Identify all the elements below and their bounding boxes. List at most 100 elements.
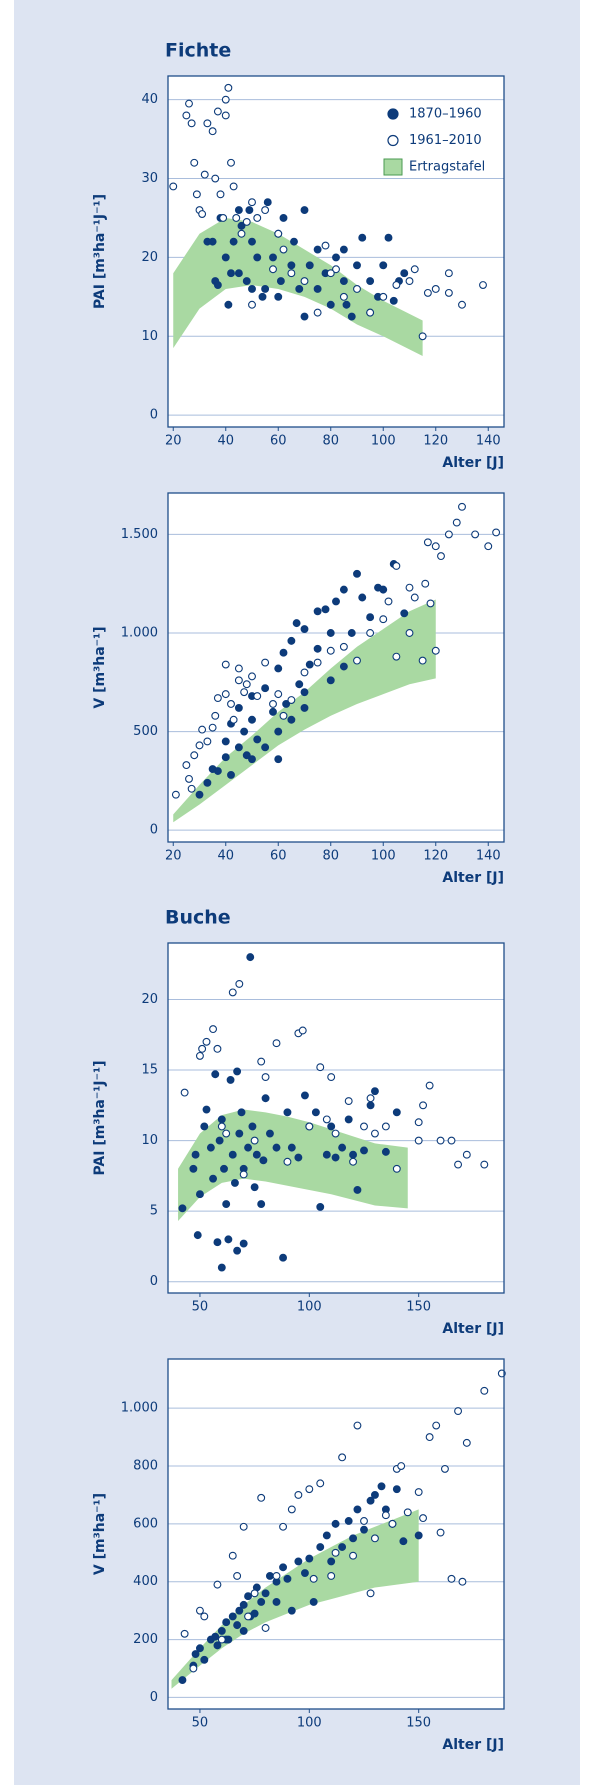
data-point [272, 1039, 281, 1048]
data-point [294, 1557, 303, 1566]
data-point [313, 308, 322, 317]
data-point [327, 1557, 336, 1566]
data-point [195, 1606, 204, 1615]
data-point [248, 755, 256, 764]
data-point [233, 1067, 242, 1076]
data-point [431, 285, 440, 293]
data-point [235, 1129, 244, 1138]
y-tick-label: 0 [150, 823, 158, 838]
y-tick-label: 600 [133, 1516, 158, 1531]
data-point [250, 1183, 259, 1192]
data-point [444, 288, 453, 297]
data-point [239, 1170, 248, 1179]
data-point [305, 660, 314, 669]
data-point [353, 1186, 362, 1194]
data-point [248, 1122, 257, 1131]
legend-swatch [383, 158, 403, 176]
data-point [203, 119, 212, 128]
data-point [313, 285, 322, 293]
data-point [414, 1118, 423, 1127]
data-point [209, 1025, 218, 1034]
data-point [392, 1108, 401, 1117]
data-point [381, 1147, 390, 1156]
data-point [431, 542, 440, 551]
data-point [185, 99, 193, 108]
data-point [484, 542, 493, 551]
data-point [198, 725, 207, 734]
data-point [305, 1554, 314, 1563]
data-point [242, 680, 251, 689]
data-point [480, 1160, 489, 1169]
data-point [191, 1650, 200, 1658]
data-point [261, 684, 270, 693]
data-point [399, 1537, 408, 1546]
data-point [217, 1122, 226, 1131]
data-point [283, 1574, 292, 1583]
data-point [458, 300, 466, 309]
data-point [265, 1571, 274, 1580]
data-point [203, 778, 212, 787]
data-point [261, 1624, 270, 1632]
y-axis-label: V [m³ha⁻¹] [92, 626, 108, 708]
data-point [274, 755, 283, 764]
data-point [248, 300, 256, 309]
data-point [425, 1433, 434, 1442]
data-point [200, 1122, 209, 1131]
data-point [274, 727, 283, 736]
data-point [193, 1231, 202, 1240]
data-point [300, 688, 309, 697]
data-point [347, 629, 356, 637]
x-axis-label: Alter [J] [442, 1737, 504, 1753]
y-tick-label: 0 [150, 1274, 158, 1289]
data-point [239, 1239, 248, 1248]
data-point [171, 790, 180, 799]
data-point [228, 988, 237, 997]
legend-label: Ertragstafel [409, 160, 485, 175]
data-point [274, 664, 283, 673]
data-point [274, 229, 283, 238]
data-point [321, 241, 330, 250]
data-point [213, 767, 222, 775]
data-point [370, 1534, 379, 1543]
data-point [253, 253, 262, 262]
data-point [192, 190, 201, 199]
data-point [209, 1174, 218, 1183]
data-point [305, 1485, 314, 1494]
data-point [287, 1143, 296, 1152]
data-point [282, 700, 291, 708]
data-point [211, 711, 220, 720]
data-point [220, 1164, 228, 1173]
data-point [379, 615, 388, 624]
data-point [217, 1115, 226, 1124]
data-point [309, 1598, 318, 1606]
data-point [370, 1129, 379, 1138]
data-point [295, 680, 304, 689]
data-point [269, 265, 277, 274]
data-point [272, 1571, 281, 1580]
data-point [305, 261, 314, 270]
x-tick-label: 20 [165, 849, 182, 864]
data-point [316, 1479, 325, 1488]
data-point [410, 265, 419, 274]
data-point [208, 237, 217, 246]
data-point [338, 1453, 347, 1462]
y-tick-label: 0 [150, 1690, 158, 1705]
data-point [224, 300, 233, 309]
data-point [244, 1612, 253, 1621]
x-tick-label: 150 [406, 1716, 431, 1731]
legend-marker [387, 108, 399, 120]
data-point [217, 1635, 226, 1644]
data-point [221, 95, 230, 104]
data-point [269, 700, 277, 708]
data-point [248, 715, 256, 724]
data-point [492, 528, 501, 537]
data-point [213, 1238, 222, 1247]
data-point [233, 1571, 242, 1580]
data-point [321, 605, 330, 614]
data-point [239, 1626, 248, 1635]
data-point [198, 1044, 207, 1053]
data-point [229, 237, 238, 246]
y-tick-label: 20 [141, 250, 158, 265]
x-tick-label: 100 [371, 849, 396, 864]
data-point [248, 198, 256, 207]
